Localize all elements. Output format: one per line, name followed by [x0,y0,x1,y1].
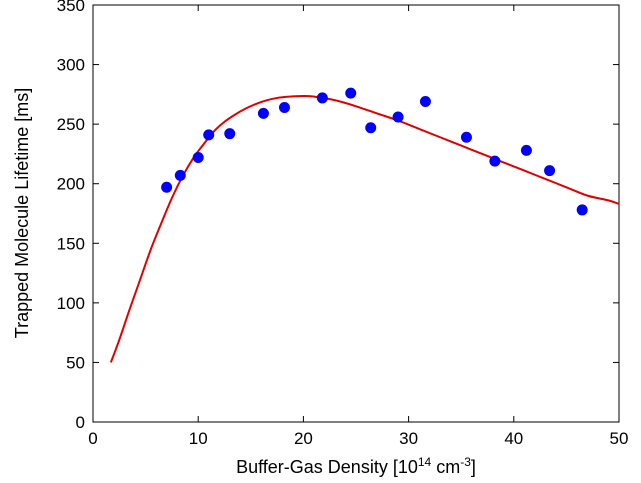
plot-area [92,4,620,423]
data-point [224,128,236,140]
data-point [345,87,357,99]
data-point [576,204,588,216]
x-tick-label: 20 [294,429,313,448]
y-tick-label: 100 [57,294,85,313]
data-point [192,152,204,164]
data-point [174,169,186,181]
x-tick-label: 40 [504,429,523,448]
data-point [365,122,377,134]
data-point [278,101,290,113]
x-tick-label: 30 [399,429,418,448]
data-point [544,165,556,177]
y-tick-label: 0 [76,413,85,432]
data-point [460,131,472,143]
data-point [419,96,431,108]
y-tick-label: 350 [57,0,85,15]
data-point [520,144,532,156]
data-point [203,129,215,141]
x-tick-label: 0 [88,429,97,448]
data-point [316,92,328,104]
x-tick-label: 50 [610,429,629,448]
y-tick-label: 300 [57,56,85,75]
data-point [489,155,501,167]
x-axis-title: Buffer-Gas Density [1014 cm-3] [236,455,476,477]
data-point [161,181,173,193]
y-axis-title: Trapped Molecule Lifetime [ms] [12,88,32,338]
x-tick-label: 10 [189,429,208,448]
y-tick-label: 200 [57,175,85,194]
data-point [392,111,404,123]
y-tick-label: 250 [57,115,85,134]
data-point [257,107,269,119]
y-tick-label: 150 [57,234,85,253]
y-tick-label: 50 [66,353,85,372]
fit-curve [109,95,620,363]
